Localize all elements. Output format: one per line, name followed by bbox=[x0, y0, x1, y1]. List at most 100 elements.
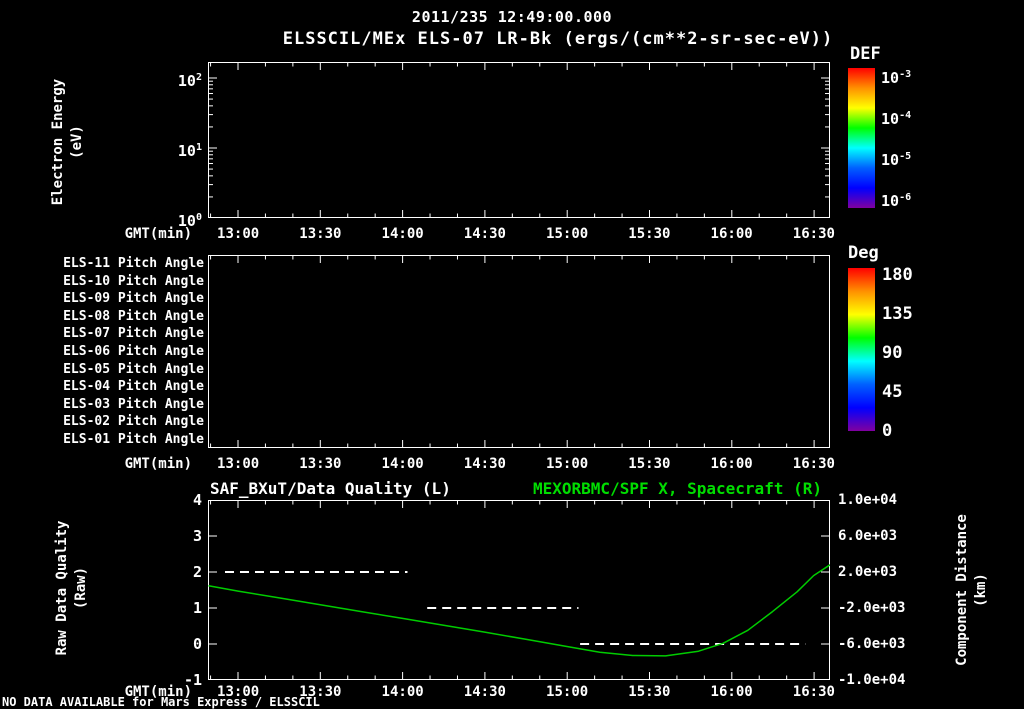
colorbar-tick-label: 10-4 bbox=[881, 110, 912, 128]
deg-colorbar-title: Deg bbox=[848, 243, 879, 263]
exponent: 1 bbox=[195, 142, 202, 153]
colorbar-tick-label: 135 bbox=[882, 304, 913, 324]
x-tick-label: 15:00 bbox=[546, 226, 589, 242]
p3-left-y-axis-label-line2: (Raw) bbox=[73, 566, 89, 610]
p3-right-y-tick-labels: 1.0e+04 6.0e+03 2.0e+03 -2.0e+03 -6.0e+0… bbox=[838, 493, 918, 687]
p3-right-title: MEXORBMC/SPF X, Spacecraft (R) bbox=[533, 479, 822, 498]
pitch-row-label: ELS-07 Pitch Angle bbox=[63, 326, 204, 342]
y-tick-label: 1.0e+04 bbox=[838, 492, 898, 508]
y-tick-label: 100 bbox=[177, 212, 202, 230]
def-colorbar-labels: 10-3 10-4 10-5 10-6 bbox=[881, 68, 926, 210]
p1-x-tick-labels: 13:00 13:30 14:00 14:30 15:00 15:30 16:0… bbox=[197, 226, 855, 242]
p1-y-axis-label-line1: Electron Energy bbox=[50, 78, 67, 206]
x-tick-label: 14:00 bbox=[381, 226, 424, 242]
y-tick-label: 4 bbox=[192, 491, 202, 509]
def-colorbar-title: DEF bbox=[850, 44, 881, 64]
p3-x-axis-label: GMT(min) bbox=[124, 684, 192, 700]
exponent: -5 bbox=[899, 151, 912, 162]
y-tick-label: 101 bbox=[177, 142, 202, 160]
x-tick-label: 13:00 bbox=[217, 456, 260, 472]
x-tick-label: 13:30 bbox=[299, 684, 342, 700]
exponent: 0 bbox=[195, 212, 202, 223]
def-colorbar bbox=[848, 68, 875, 208]
x-tick-label: 16:30 bbox=[792, 684, 835, 700]
y-tick-label: -1.0e+04 bbox=[838, 672, 906, 688]
p3-right-y-axis-label: Component Distance (km) bbox=[953, 514, 991, 666]
colorbar-tick-label: 0 bbox=[882, 421, 893, 441]
pitch-row-label: ELS-09 Pitch Angle bbox=[63, 291, 204, 307]
colorbar-tick-label: 10-6 bbox=[881, 192, 912, 210]
pitch-row-label: ELS-11 Pitch Angle bbox=[63, 256, 204, 271]
x-tick-label: 16:00 bbox=[710, 226, 753, 242]
colorbar-tick-label: 10-3 bbox=[881, 69, 912, 87]
timestamp-title: 2011/235 12:49:00.000 bbox=[411, 8, 613, 26]
exponent: -3 bbox=[899, 69, 912, 80]
x-tick-label: 16:00 bbox=[710, 456, 753, 472]
energy-spectrogram-panel bbox=[208, 62, 830, 218]
x-tick-label: 13:00 bbox=[217, 684, 260, 700]
x-tick-label: 15:30 bbox=[628, 456, 671, 472]
x-tick-label: 13:00 bbox=[217, 226, 260, 242]
x-tick-label: 13:30 bbox=[299, 456, 342, 472]
p3-left-title: SAF_BXuT/Data Quality (L) bbox=[210, 479, 451, 498]
p3-right-y-axis-label-line2: (km) bbox=[973, 573, 989, 607]
y-tick-label: 2 bbox=[192, 563, 202, 581]
x-tick-label: 14:30 bbox=[463, 226, 506, 242]
exponent: -6 bbox=[899, 192, 912, 203]
p3-left-y-axis-label: Raw Data Quality (Raw) bbox=[53, 521, 91, 656]
x-tick-label: 13:30 bbox=[299, 226, 342, 242]
pitch-row-label: ELS-02 Pitch Angle bbox=[63, 414, 204, 430]
quality-distance-panel bbox=[208, 500, 830, 680]
p3-right-y-axis-label-line1: Component Distance bbox=[954, 514, 971, 666]
p2-row-labels: ELS-11 Pitch Angle ELS-10 Pitch Angle EL… bbox=[18, 257, 204, 447]
y-tick-label: 6.0e+03 bbox=[838, 528, 898, 544]
p3-left-y-tick-labels: 4 3 2 1 0 -1 bbox=[166, 491, 202, 689]
no-data-note: NO DATA AVAILABLE for Mars Express / ELS… bbox=[2, 695, 320, 709]
y-tick-label: -1 bbox=[183, 671, 202, 689]
x-tick-label: 14:30 bbox=[463, 684, 506, 700]
y-tick-label: -2.0e+03 bbox=[838, 600, 906, 616]
colorbar-tick-label: 10-5 bbox=[881, 151, 912, 169]
pitch-row-label: ELS-04 Pitch Angle bbox=[63, 379, 204, 395]
exponent: 2 bbox=[195, 72, 202, 83]
exponent: -4 bbox=[899, 110, 912, 121]
y-tick-label: -6.0e+03 bbox=[838, 636, 906, 652]
p1-y-axis-label: Electron Energy (eV) bbox=[49, 79, 87, 205]
colorbar-tick-label: 180 bbox=[882, 265, 913, 285]
colorbar-tick-label: 45 bbox=[882, 382, 903, 402]
y-tick-label: 102 bbox=[177, 72, 202, 90]
p1-x-axis-label: GMT(min) bbox=[124, 226, 192, 242]
p1-y-tick-labels: 102 101 100 bbox=[158, 71, 202, 230]
pitch-angle-panel bbox=[208, 255, 830, 448]
pitch-row-label: ELS-01 Pitch Angle bbox=[63, 431, 204, 447]
x-tick-label: 15:00 bbox=[546, 684, 589, 700]
pitch-row-label: ELS-06 Pitch Angle bbox=[63, 343, 204, 359]
plot-title: ELSSCIL/MEx ELS-07 LR-Bk (ergs/(cm**2-sr… bbox=[282, 29, 834, 49]
x-tick-label: 16:00 bbox=[710, 684, 753, 700]
x-tick-label: 14:30 bbox=[463, 456, 506, 472]
p1-y-axis-label-line2: (eV) bbox=[69, 125, 85, 159]
x-tick-label: 15:00 bbox=[546, 456, 589, 472]
y-tick-label: 2.0e+03 bbox=[838, 564, 898, 580]
p2-x-axis-label: GMT(min) bbox=[124, 456, 192, 472]
y-tick-label: 3 bbox=[192, 527, 202, 545]
p3-left-y-axis-label-line1: Raw Data Quality bbox=[54, 520, 71, 656]
deg-colorbar bbox=[848, 268, 875, 431]
x-tick-label: 14:00 bbox=[381, 456, 424, 472]
y-tick-label: 0 bbox=[192, 635, 202, 653]
pitch-row-label: ELS-03 Pitch Angle bbox=[63, 396, 204, 412]
pitch-row-label: ELS-08 Pitch Angle bbox=[63, 308, 204, 324]
pitch-row-label: ELS-05 Pitch Angle bbox=[63, 361, 204, 377]
colorbar-tick-label: 90 bbox=[882, 343, 903, 363]
x-tick-label: 15:30 bbox=[628, 226, 671, 242]
x-tick-label: 15:30 bbox=[628, 684, 671, 700]
y-tick-label: 1 bbox=[192, 599, 202, 617]
p2-x-tick-labels: 13:00 13:30 14:00 14:30 15:00 15:30 16:0… bbox=[197, 456, 855, 472]
p3-x-tick-labels: 13:00 13:30 14:00 14:30 15:00 15:30 16:0… bbox=[197, 684, 855, 700]
deg-colorbar-labels: 180 135 90 45 0 bbox=[882, 265, 927, 441]
pitch-row-label: ELS-10 Pitch Angle bbox=[63, 273, 204, 289]
x-tick-label: 16:30 bbox=[792, 456, 835, 472]
x-tick-label: 14:00 bbox=[381, 684, 424, 700]
x-tick-label: 16:30 bbox=[792, 226, 835, 242]
